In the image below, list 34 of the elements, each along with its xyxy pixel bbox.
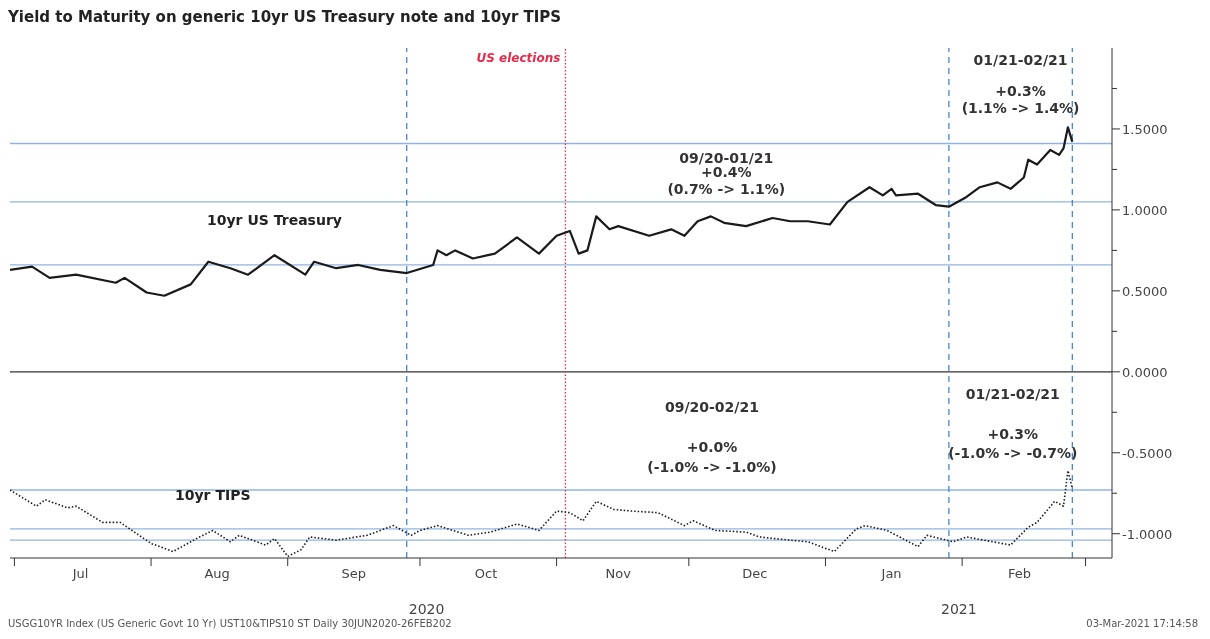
annotation: (0.7% -> 1.1%) — [667, 180, 786, 197]
annotation: (1.1% -> 1.4%) — [961, 100, 1080, 117]
annotation: 09/20-02/21 — [664, 399, 759, 416]
y-tick-label: -0.5000 — [1122, 445, 1173, 461]
annotation: (-1.0% -> -0.7%) — [948, 445, 1078, 461]
ref-line-label: US elections — [476, 50, 561, 65]
annotation: 01/21-02/21 — [973, 51, 1068, 68]
annotation: 01/21-02/21 — [965, 385, 1060, 402]
annotation: +0.3% — [987, 425, 1039, 442]
text: 10yr US Treasury — [207, 212, 342, 229]
annotation: (-1.0% -> -1.0%) — [647, 459, 777, 476]
x-tick-label: Aug — [204, 566, 230, 581]
x-tick-label: Oct — [474, 566, 498, 581]
y-tick-label: 0.0000 — [1122, 364, 1168, 380]
y-tick-label: 1.5000 — [1122, 121, 1168, 137]
x-tick-label: Jul — [71, 566, 89, 581]
x-tick-label: Nov — [605, 566, 632, 581]
x-tick-label: Sep — [341, 566, 367, 581]
y-tick-label: -1.0000 — [1122, 526, 1173, 542]
x-tick-label: Feb — [1007, 566, 1031, 581]
annotation: +0.0% — [686, 439, 738, 456]
text: 03-Mar-2021 17:14:58 — [1086, 618, 1198, 629]
text: USGG10YR Index (US Generic Govt 10 Yr) UST10&TIPS10 ST Daily 30JUN2020-26FEB202 — [8, 618, 452, 629]
line-series — [10, 126, 1074, 297]
text: 2020 — [408, 600, 445, 617]
x-tick-label: Dec — [742, 566, 768, 581]
y-tick-label: 0.5000 — [1122, 283, 1168, 299]
annotation: +0.3% — [995, 82, 1046, 99]
chart-title: Yield to Maturity on generic 10yr US Treasury note and 10yr TIPS — [8, 8, 563, 28]
text: 2021 — [940, 600, 977, 617]
text: 10yr TIPS — [175, 487, 251, 504]
y-tick-label: 1.0000 — [1122, 202, 1168, 218]
annotation: 09/20-01/21 — [679, 149, 774, 166]
x-tick-label: Jan — [880, 566, 902, 581]
